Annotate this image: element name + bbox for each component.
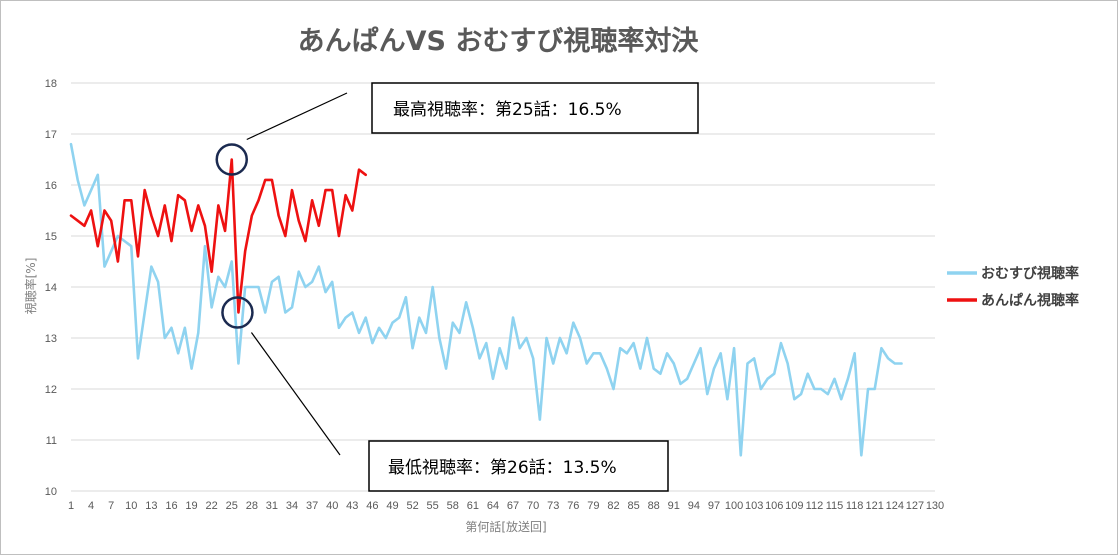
x-tick-label: 88 [648, 500, 660, 512]
x-tick-label: 91 [668, 500, 680, 512]
x-tick-label: 22 [206, 500, 218, 512]
annotation-box-min [368, 440, 669, 492]
y-tick-label: 12 [45, 384, 57, 396]
x-tick-label: 64 [487, 500, 499, 512]
max-marker-circle [215, 143, 248, 176]
y-tick-label: 11 [46, 435, 57, 447]
x-tick-label: 31 [266, 500, 278, 512]
x-tick-label: 100 [725, 500, 743, 512]
y-tick-label: 13 [45, 333, 57, 345]
annotation-markers [215, 92, 348, 456]
x-tick-label: 16 [165, 500, 177, 512]
y-tick-label: 15 [45, 231, 57, 243]
legend-label: あんぱん視聴率 [981, 292, 1079, 309]
y-axis-label: 視聴率[%] [23, 258, 38, 315]
x-tick-label: 70 [527, 500, 539, 512]
x-tick-label: 82 [607, 500, 619, 512]
x-tick-label: 124 [886, 500, 904, 512]
x-tick-labels: 1 4 7 10 13 16 19 22 25 28 31 34 37 40 43 46 49 52 55 58 61 6… [68, 500, 944, 512]
x-tick-label: 103 [745, 500, 763, 512]
x-tick-label: 109 [785, 500, 803, 512]
annotation-text-max: 最高視聴率：第25話：16.5% [393, 100, 622, 120]
x-tick-label: 76 [567, 500, 579, 512]
x-tick-label: 40 [326, 500, 338, 512]
x-tick-label: 52 [406, 500, 418, 512]
x-tick-label: 79 [587, 500, 599, 512]
x-tick-label: 115 [826, 500, 844, 512]
x-tick-label: 121 [866, 500, 884, 512]
annotation-notes: 最高視聴率：第25話：16.5% 最低視聴率：第26話：13.5% [368, 82, 699, 492]
x-tick-label: 97 [708, 500, 720, 512]
x-tick-label: 37 [306, 500, 318, 512]
x-tick-label: 130 [926, 500, 944, 512]
x-tick-label: 61 [467, 500, 479, 512]
max-leader-line [246, 92, 348, 141]
x-tick-label: 25 [226, 500, 238, 512]
x-tick-label: 73 [547, 500, 559, 512]
x-axis-label: 第何話[放送回] [465, 519, 546, 534]
y-tick-labels: 10 11 12 13 14 15 16 17 18 [45, 78, 57, 498]
x-tick-label: 49 [386, 500, 398, 512]
min-marker-circle [221, 296, 254, 329]
x-tick-label: 10 [125, 500, 137, 512]
x-tick-label: 19 [185, 500, 197, 512]
x-tick-label: 58 [447, 500, 459, 512]
series-line-omusubi [69, 142, 903, 457]
x-tick-label: 1 [68, 500, 74, 512]
legend-label: おむすび視聴率 [981, 265, 1079, 282]
x-tick-label: 43 [346, 500, 358, 512]
x-tick-label: 4 [88, 500, 94, 512]
y-tick-label: 10 [45, 486, 57, 498]
min-leader-line [250, 332, 341, 456]
y-tick-label: 17 [45, 129, 57, 141]
chart-title: あんぱんVS おむすび視聴率対決 [298, 25, 700, 57]
x-tick-label: 127 [906, 500, 924, 512]
x-tick-label: 28 [246, 500, 258, 512]
x-tick-label: 118 [846, 500, 864, 512]
y-tick-label: 14 [45, 282, 57, 294]
series-layer [69, 142, 903, 457]
x-tick-label: 85 [627, 500, 639, 512]
x-tick-label: 94 [688, 500, 700, 512]
series-line-anpan [69, 158, 368, 314]
y-tick-label: 18 [45, 78, 57, 90]
x-tick-label: 112 [806, 500, 824, 512]
x-tick-label: 67 [507, 500, 519, 512]
x-tick-label: 106 [765, 500, 783, 512]
y-tick-label: 16 [45, 180, 57, 192]
x-tick-label: 13 [145, 500, 157, 512]
x-tick-label: 7 [108, 500, 114, 512]
annotation-text-min: 最低視聴率：第26話：13.5% [388, 458, 617, 478]
x-tick-label: 46 [366, 500, 378, 512]
x-tick-label: 34 [286, 500, 298, 512]
x-tick-label: 55 [427, 500, 439, 512]
annotation-box-max [371, 82, 699, 134]
